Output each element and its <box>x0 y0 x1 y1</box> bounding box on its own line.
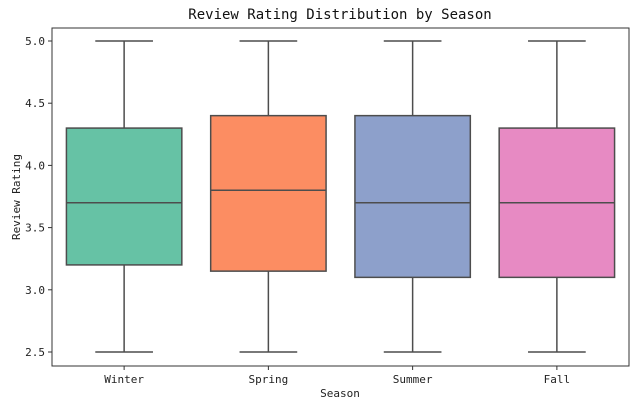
y-tick-label: 5.0 <box>25 35 45 48</box>
x-axis-label: Season <box>320 387 360 400</box>
x-axis: Winter Spring Summer Fall <box>104 366 570 386</box>
y-axis-label: Review Rating <box>10 154 23 240</box>
y-tick-label: 2.5 <box>25 346 45 359</box>
x-tick-label: Spring <box>249 373 289 386</box>
y-tick-label: 4.5 <box>25 97 45 110</box>
y-axis: 2.5 3.0 3.5 4.0 4.5 5.0 <box>25 35 52 359</box>
iqr-box <box>65 127 183 266</box>
iqr-box <box>354 114 472 279</box>
box-spring <box>209 40 327 353</box>
y-tick-label: 4.0 <box>25 159 45 172</box>
y-tick-label: 3.0 <box>25 284 45 297</box>
boxes-group <box>65 40 616 353</box>
plot-frame <box>51 27 630 367</box>
chart-title: Review Rating Distribution by Season <box>188 7 491 23</box>
box-winter <box>65 40 183 353</box>
x-tick-label: Winter <box>104 373 144 386</box>
y-tick-label: 3.5 <box>25 222 45 235</box>
x-tick-label: Summer <box>393 373 433 386</box>
x-tick-label: Fall <box>544 373 571 386</box>
box-fall <box>498 40 616 353</box>
box-summer <box>354 40 472 353</box>
iqr-box <box>209 114 327 272</box>
